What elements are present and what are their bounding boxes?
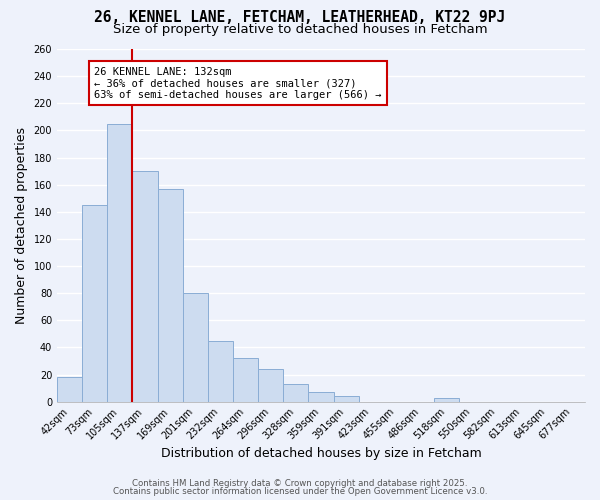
Bar — [133, 171, 158, 402]
Bar — [233, 358, 258, 402]
Bar — [334, 396, 359, 402]
Bar — [183, 293, 208, 402]
Bar — [107, 124, 133, 402]
Bar — [208, 340, 233, 402]
Bar — [283, 384, 308, 402]
Text: 26, KENNEL LANE, FETCHAM, LEATHERHEAD, KT22 9PJ: 26, KENNEL LANE, FETCHAM, LEATHERHEAD, K… — [94, 10, 506, 25]
Bar — [258, 369, 283, 402]
Y-axis label: Number of detached properties: Number of detached properties — [15, 127, 28, 324]
Bar — [158, 188, 183, 402]
Bar — [308, 392, 334, 402]
X-axis label: Distribution of detached houses by size in Fetcham: Distribution of detached houses by size … — [161, 447, 481, 460]
Bar — [57, 378, 82, 402]
Text: Contains public sector information licensed under the Open Government Licence v3: Contains public sector information licen… — [113, 487, 487, 496]
Text: Contains HM Land Registry data © Crown copyright and database right 2025.: Contains HM Land Registry data © Crown c… — [132, 478, 468, 488]
Bar — [82, 205, 107, 402]
Text: 26 KENNEL LANE: 132sqm
← 36% of detached houses are smaller (327)
63% of semi-de: 26 KENNEL LANE: 132sqm ← 36% of detached… — [94, 66, 382, 100]
Text: Size of property relative to detached houses in Fetcham: Size of property relative to detached ho… — [113, 22, 487, 36]
Bar — [434, 398, 459, 402]
